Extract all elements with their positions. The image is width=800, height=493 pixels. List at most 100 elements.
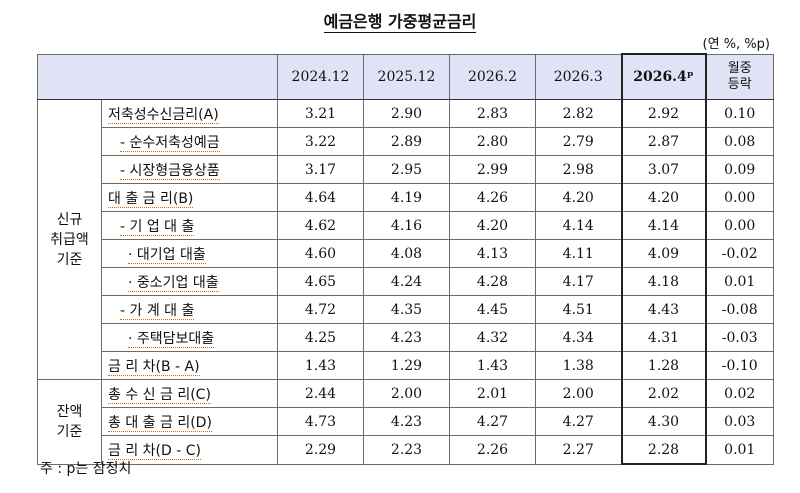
value-cell: 3.17 — [277, 155, 364, 184]
row-label: - 시장형금융상품 — [101, 155, 278, 184]
value-cell: 2.01 — [449, 379, 536, 408]
change-cell: -0.03 — [705, 323, 774, 352]
table-row: 총 대 출 금 리(D) 4.73 4.23 4.27 4.27 4.30 0.03 — [38, 407, 774, 436]
header-row: 2024.12 2025.12 2026.2 2026.3 2026.4ᵖ 월중… — [37, 53, 774, 100]
value-cell: 4.34 — [535, 323, 622, 352]
value-cell: 4.43 — [620, 295, 707, 324]
value-cell: 2.92 — [620, 99, 707, 128]
row-label-text: - 시장형금융상품 — [120, 162, 220, 180]
group-label: 신규 취급액 기준 — [37, 99, 102, 380]
row-label-text: 저축성수신금리(A) — [108, 106, 219, 124]
value-cell: 4.19 — [363, 183, 450, 212]
value-cell: 2.83 — [449, 99, 536, 128]
row-label-text: - 가 계 대 출 — [120, 302, 195, 320]
value-cell: 1.28 — [620, 351, 707, 380]
value-cell: 4.32 — [449, 323, 536, 352]
table-row: · 중소기업 대출 4.65 4.24 4.28 4.17 4.18 0.01 — [38, 267, 774, 296]
column-header: 2025.12 — [363, 53, 450, 100]
value-cell: 3.07 — [620, 155, 707, 184]
value-cell: 4.62 — [277, 211, 364, 240]
row-label-text: - 순수저축성예금 — [120, 134, 220, 152]
header-corner — [37, 53, 278, 100]
table-row: 신규 취급액 기준 저축성수신금리(A) 3.21 2.90 2.83 2.82 2.92 0… — [37, 99, 774, 380]
row-label: 총 대 출 금 리(D) — [101, 407, 278, 436]
value-cell: 2.89 — [363, 127, 450, 156]
change-cell: 0.00 — [705, 211, 774, 240]
table-row: - 가 계 대 출 4.72 4.35 4.45 4.51 4.43 -0.08 — [38, 295, 774, 324]
change-cell: 0.02 — [705, 379, 774, 408]
value-cell: 4.09 — [620, 239, 707, 268]
value-cell: 4.24 — [363, 267, 450, 296]
value-cell: 4.16 — [363, 211, 450, 240]
value-cell: 4.51 — [535, 295, 622, 324]
value-cell: 4.20 — [620, 183, 707, 212]
table-row: - 기 업 대 출 4.62 4.16 4.20 4.14 4.14 0.00 — [38, 211, 774, 240]
value-cell: 4.45 — [449, 295, 536, 324]
page-title: 예금은행 가중평균금리 — [0, 8, 800, 33]
change-cell: 0.03 — [705, 407, 774, 436]
value-cell: 2.00 — [535, 379, 622, 408]
interest-rate-table: 2024.12 2025.12 2026.2 2026.3 2026.4ᵖ 월중… — [37, 53, 774, 465]
row-label: 저축성수신금리(A) — [101, 99, 278, 128]
change-cell: -0.02 — [705, 239, 774, 268]
change-cell: 0.01 — [705, 267, 774, 296]
row-label-text: 총 수 신 금 리(C) — [108, 386, 211, 404]
value-cell: 4.27 — [535, 407, 622, 436]
change-cell: 0.09 — [705, 155, 774, 184]
value-cell: 2.23 — [363, 435, 450, 465]
value-cell: 1.29 — [363, 351, 450, 380]
value-cell: 4.30 — [620, 407, 707, 436]
value-cell: 4.13 — [449, 239, 536, 268]
row-label: 금 리 차(D - C) — [101, 435, 278, 465]
value-cell: 2.00 — [363, 379, 450, 408]
value-cell: 4.11 — [535, 239, 622, 268]
value-cell: 4.27 — [449, 407, 536, 436]
value-cell: 2.26 — [449, 435, 536, 465]
column-header: 2026.3 — [535, 53, 622, 100]
value-cell: 1.43 — [449, 351, 536, 380]
value-cell: 2.87 — [620, 127, 707, 156]
table-row: - 시장형금융상품 3.17 2.95 2.99 2.98 3.07 0.09 — [38, 155, 774, 184]
value-cell: 3.21 — [277, 99, 364, 128]
row-label: - 가 계 대 출 — [101, 295, 278, 324]
value-cell: 4.65 — [277, 267, 364, 296]
change-cell: 0.10 — [705, 99, 774, 128]
value-cell: 4.14 — [620, 211, 707, 240]
row-label-text: · 중소기업 대출 — [128, 274, 219, 292]
row-label: 총 수 신 금 리(C) — [101, 379, 278, 408]
unit-label: (연 %, %p) — [702, 37, 770, 52]
row-label-text: 금 리 차(B - A) — [108, 358, 200, 376]
row-label-text: · 주택담보대출 — [128, 330, 215, 348]
value-cell: 2.99 — [449, 155, 536, 184]
change-cell: 0.08 — [705, 127, 774, 156]
title-text: 예금은행 가중평균금리 — [323, 12, 477, 33]
row-label: · 중소기업 대출 — [101, 267, 278, 296]
value-cell: 2.02 — [620, 379, 707, 408]
value-cell: 4.60 — [277, 239, 364, 268]
value-cell: 1.43 — [277, 351, 364, 380]
value-cell: 4.08 — [363, 239, 450, 268]
row-label: - 기 업 대 출 — [101, 211, 278, 240]
table-row: · 주택담보대출 4.25 4.23 4.32 4.34 4.31 -0.03 — [38, 323, 774, 352]
value-cell: 4.64 — [277, 183, 364, 212]
value-cell: 2.27 — [535, 435, 622, 465]
row-label: 금 리 차(B - A) — [101, 351, 278, 380]
value-cell: 4.25 — [277, 323, 364, 352]
table-row: 잔액 기준 총 수 신 금 리(C) 2.44 2.00 2.01 2.00 2.02 0.0… — [37, 379, 774, 465]
value-cell: 2.98 — [535, 155, 622, 184]
value-cell: 2.90 — [363, 99, 450, 128]
value-cell: 2.82 — [535, 99, 622, 128]
value-cell: 2.29 — [277, 435, 364, 465]
value-cell: 4.73 — [277, 407, 364, 436]
value-cell: 4.28 — [449, 267, 536, 296]
change-cell: -0.10 — [705, 351, 774, 380]
row-label-text: 대 출 금 리(B) — [108, 190, 194, 208]
value-cell: 4.26 — [449, 183, 536, 212]
row-label-text: 금 리 차(D - C) — [108, 442, 201, 460]
group-label: 잔액 기준 — [37, 379, 102, 465]
row-label: - 순수저축성예금 — [101, 127, 278, 156]
row-label: · 대기업 대출 — [101, 239, 278, 268]
value-cell: 4.18 — [620, 267, 707, 296]
value-cell: 2.80 — [449, 127, 536, 156]
table-row: 금 리 차(D - C) 2.29 2.23 2.26 2.27 2.28 0.01 — [38, 435, 774, 465]
